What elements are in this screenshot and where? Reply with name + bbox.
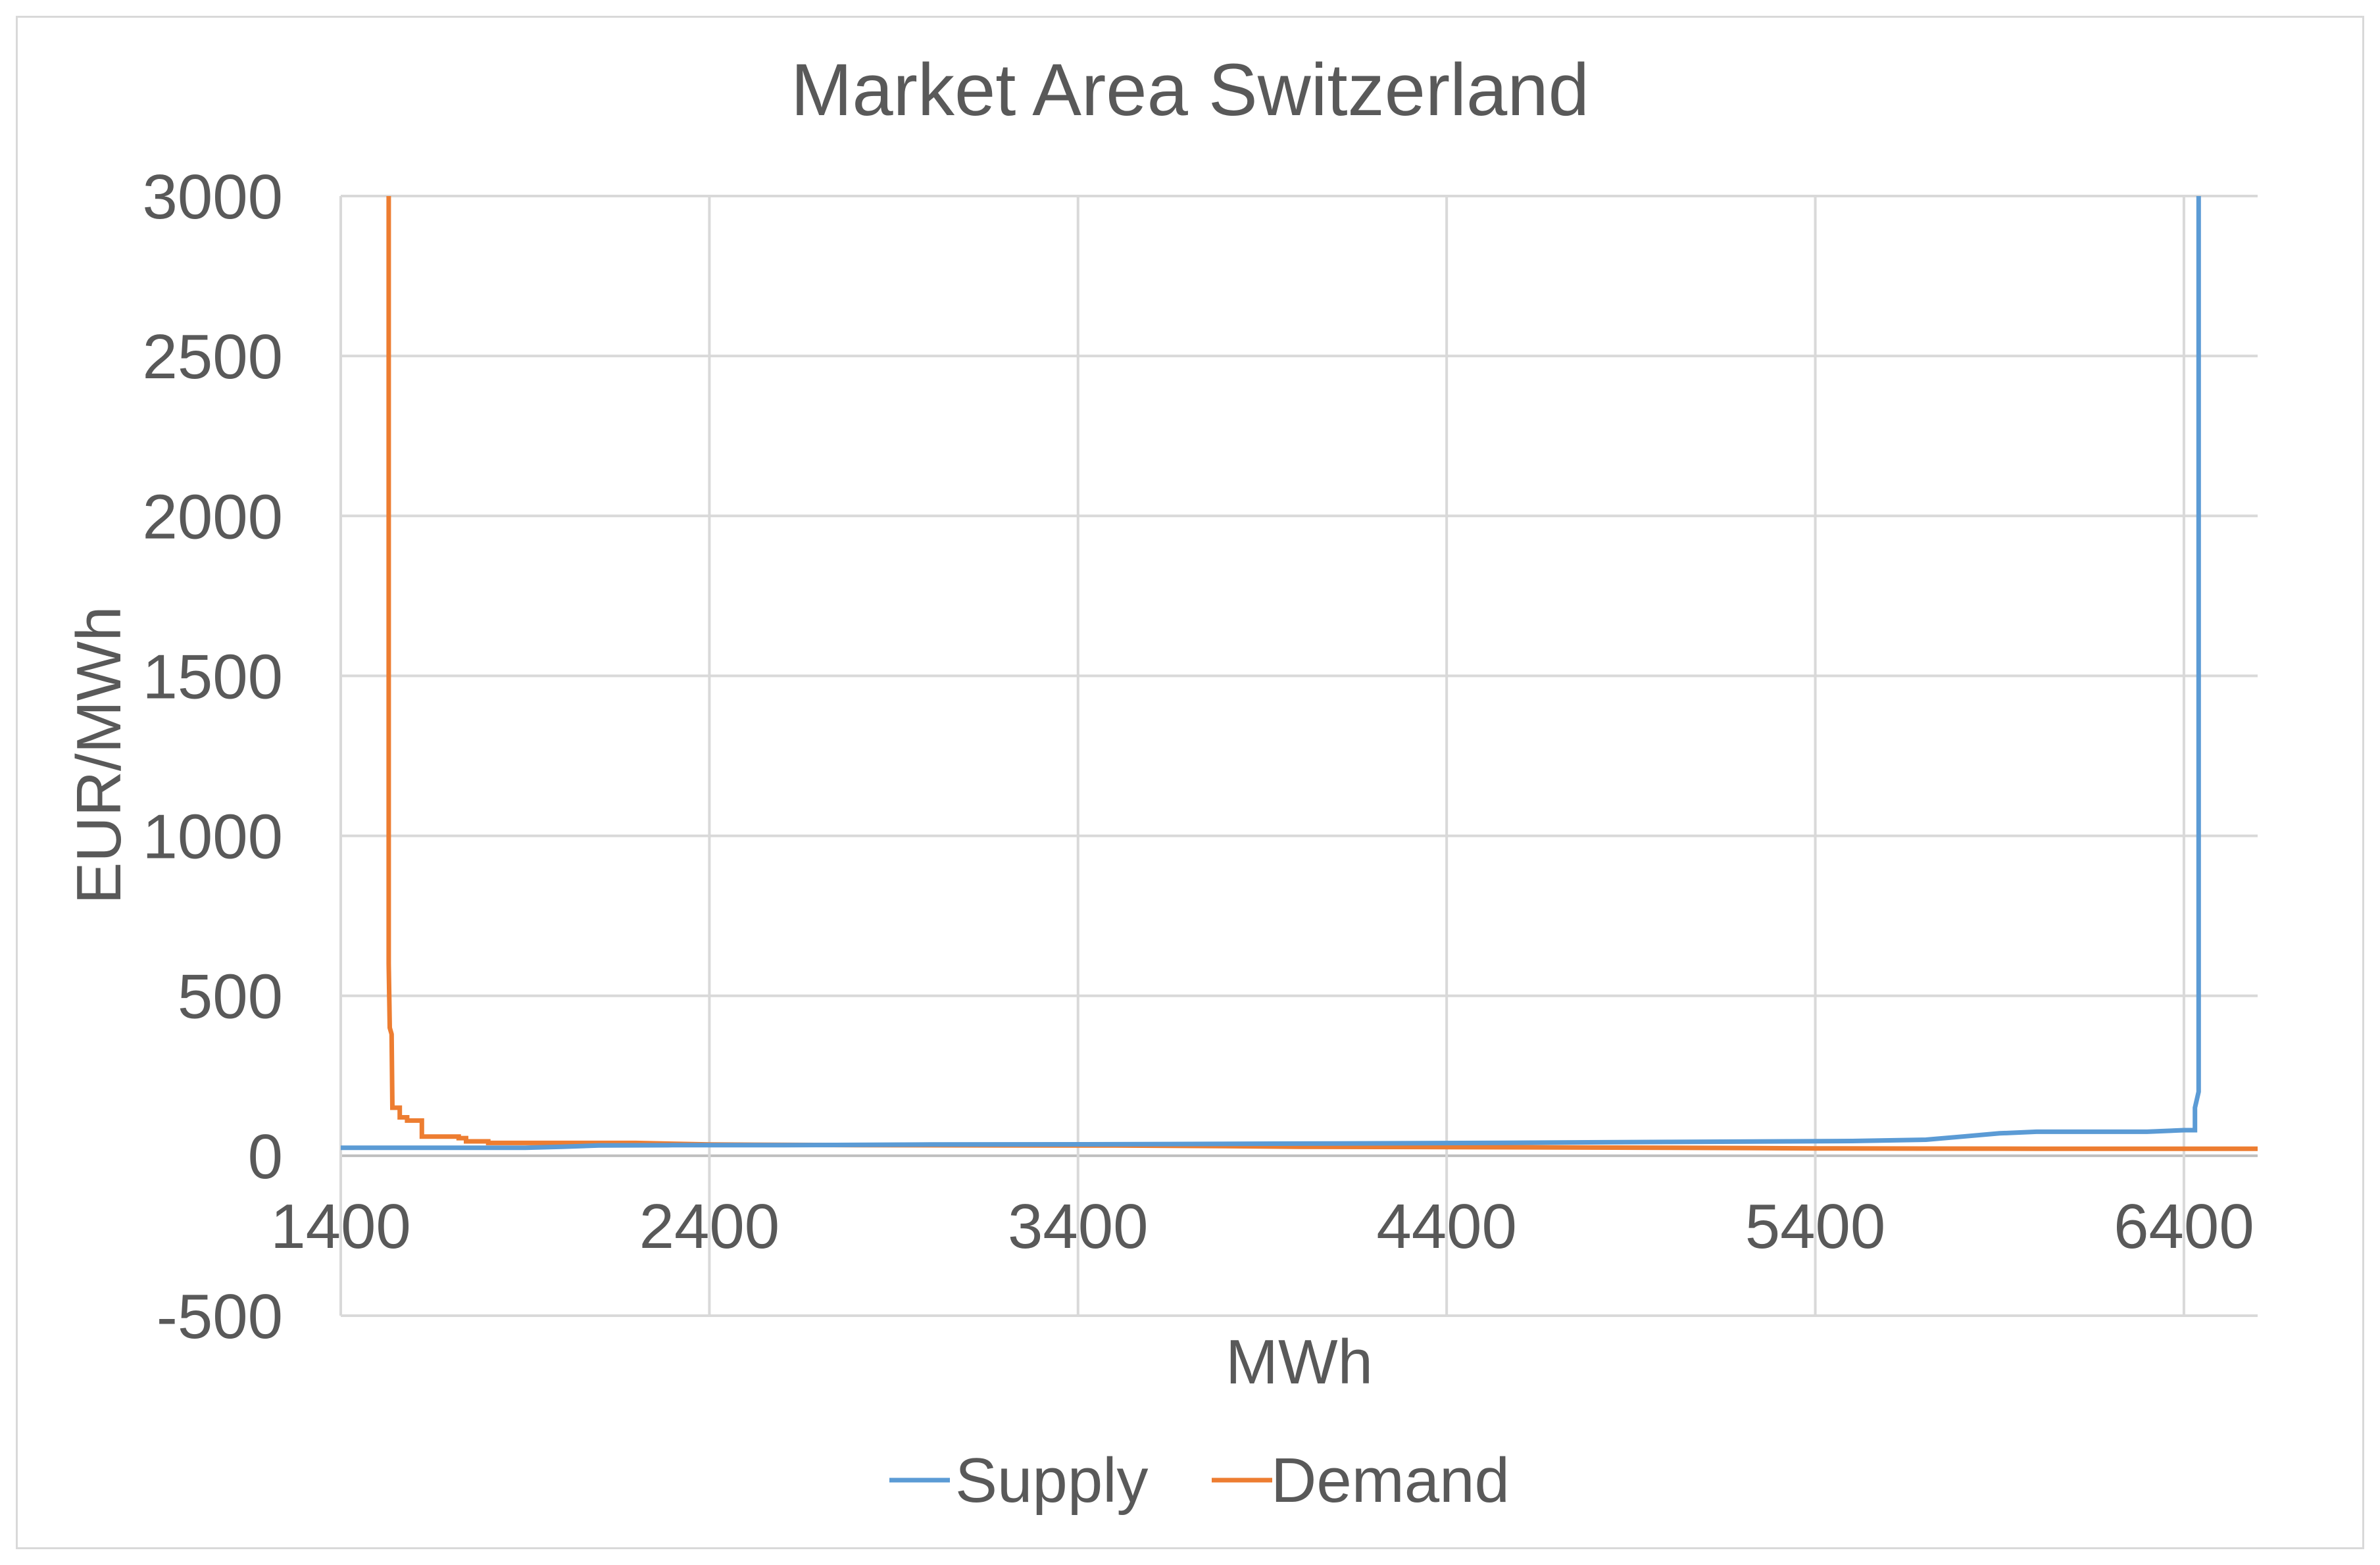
x-tick-label: 1400 [270, 1191, 411, 1262]
x-tick-label: 4400 [1376, 1191, 1517, 1262]
y-tick-label: 1000 [142, 802, 283, 872]
x-tick-label: 6400 [2114, 1191, 2254, 1262]
y-tick-label: 2500 [142, 322, 283, 392]
y-tick-label: -500 [157, 1281, 283, 1352]
legend-label-supply: Supply [955, 1445, 1149, 1516]
x-tick-label: 5400 [1745, 1191, 1886, 1262]
chart-frame [16, 16, 2364, 1549]
legend-label-demand: Demand [1271, 1445, 1510, 1516]
y-axis-title: EUR/MWh [64, 606, 134, 904]
y-tick-label: 3000 [142, 162, 283, 232]
y-axis-tick-labels: 3000 2500 2000 1500 1000 500 0 -500 [142, 162, 283, 1352]
x-tick-label: 2400 [639, 1191, 780, 1262]
x-axis-title: MWh [1226, 1327, 1373, 1397]
chart-title: Market Area Switzerland [791, 49, 1589, 131]
y-tick-label: 1500 [142, 641, 283, 712]
legend: Supply Demand [889, 1445, 1510, 1516]
series-line-supply [341, 196, 2201, 1151]
series-line-demand [386, 196, 2258, 1151]
x-tick-label: 3400 [1008, 1191, 1149, 1262]
y-tick-label: 500 [178, 962, 283, 1032]
y-tick-label: 0 [248, 1122, 283, 1192]
y-tick-label: 2000 [142, 482, 283, 552]
series-lines [341, 196, 2258, 1151]
x-axis-tick-labels: 1400 2400 3400 4400 5400 6400 [270, 1191, 2254, 1262]
grid-lines [339, 195, 2258, 1317]
